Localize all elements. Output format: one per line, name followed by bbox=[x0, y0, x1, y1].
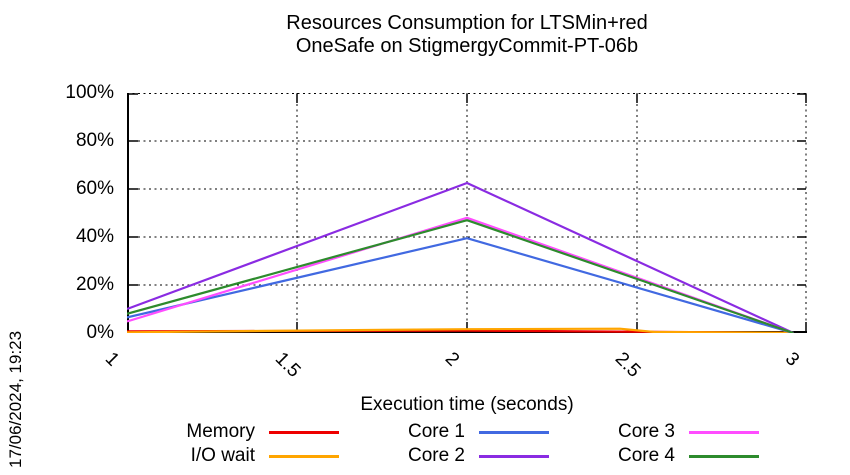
legend: Memory I/O wait Core 1 Core 2 Core 3 Core 4 bbox=[127, 420, 807, 468]
legend-item: Core 4 bbox=[595, 444, 759, 468]
legend-column: Core 1 Core 2 bbox=[385, 420, 549, 468]
legend-label: Core 2 bbox=[407, 445, 465, 466]
legend-item: Core 1 bbox=[385, 420, 549, 444]
legend-label: Core 1 bbox=[407, 421, 465, 442]
legend-line-swatch bbox=[479, 454, 549, 458]
y-axis-tick-label: 60% bbox=[75, 178, 114, 199]
legend-item: I/O wait bbox=[175, 444, 339, 468]
legend-line-swatch bbox=[269, 430, 339, 434]
x-axis-tick-label: 1 bbox=[100, 348, 124, 371]
series-line-core-1 bbox=[127, 237, 794, 333]
y-axis-tick-label: 100% bbox=[65, 82, 114, 103]
legend-label: Core 3 bbox=[617, 421, 675, 442]
timestamp-label: 17/06/2024, 19:23 bbox=[6, 330, 25, 468]
x-axis-tick-label: 3 bbox=[780, 348, 804, 371]
plot-canvas bbox=[127, 93, 807, 333]
legend-label: I/O wait bbox=[190, 445, 255, 466]
x-axis-tick-label: 2 bbox=[440, 348, 464, 371]
series-line-core-3 bbox=[127, 216, 794, 333]
y-axis-tick-label: 0% bbox=[86, 322, 114, 343]
legend-line-swatch bbox=[689, 430, 759, 434]
series-line-core-2 bbox=[127, 181, 794, 333]
chart-title-line2: OneSafe on StigmergyCommit-PT-06b bbox=[295, 35, 639, 57]
series-line-core-4 bbox=[127, 219, 794, 333]
legend-column: Core 3 Core 4 bbox=[595, 420, 759, 468]
plot-area bbox=[127, 93, 807, 333]
x-axis-title: Execution time (seconds) bbox=[360, 394, 574, 415]
legend-line-swatch bbox=[689, 454, 759, 458]
legend-label: Core 4 bbox=[617, 445, 675, 466]
legend-line-swatch bbox=[479, 430, 549, 434]
legend-column: Memory I/O wait bbox=[175, 420, 339, 468]
legend-item: Memory bbox=[175, 420, 339, 444]
chart-title-line1: Resources Consumption for LTSMin+red bbox=[286, 12, 648, 34]
y-axis-tick-label: 80% bbox=[75, 130, 114, 151]
chart-title: Resources Consumption for LTSMin+red One… bbox=[127, 12, 807, 58]
x-axis-tick-label: 2.5 bbox=[610, 348, 645, 382]
y-axis-tick-label: 40% bbox=[75, 226, 114, 247]
x-axis-tick-label: 1.5 bbox=[270, 348, 305, 382]
legend-label: Memory bbox=[186, 421, 255, 442]
series-line-i-o-wait bbox=[127, 327, 794, 333]
legend-item: Core 2 bbox=[385, 444, 549, 468]
legend-item: Core 3 bbox=[595, 420, 759, 444]
y-axis-tick-label: 20% bbox=[75, 274, 114, 295]
legend-line-swatch bbox=[269, 454, 339, 458]
